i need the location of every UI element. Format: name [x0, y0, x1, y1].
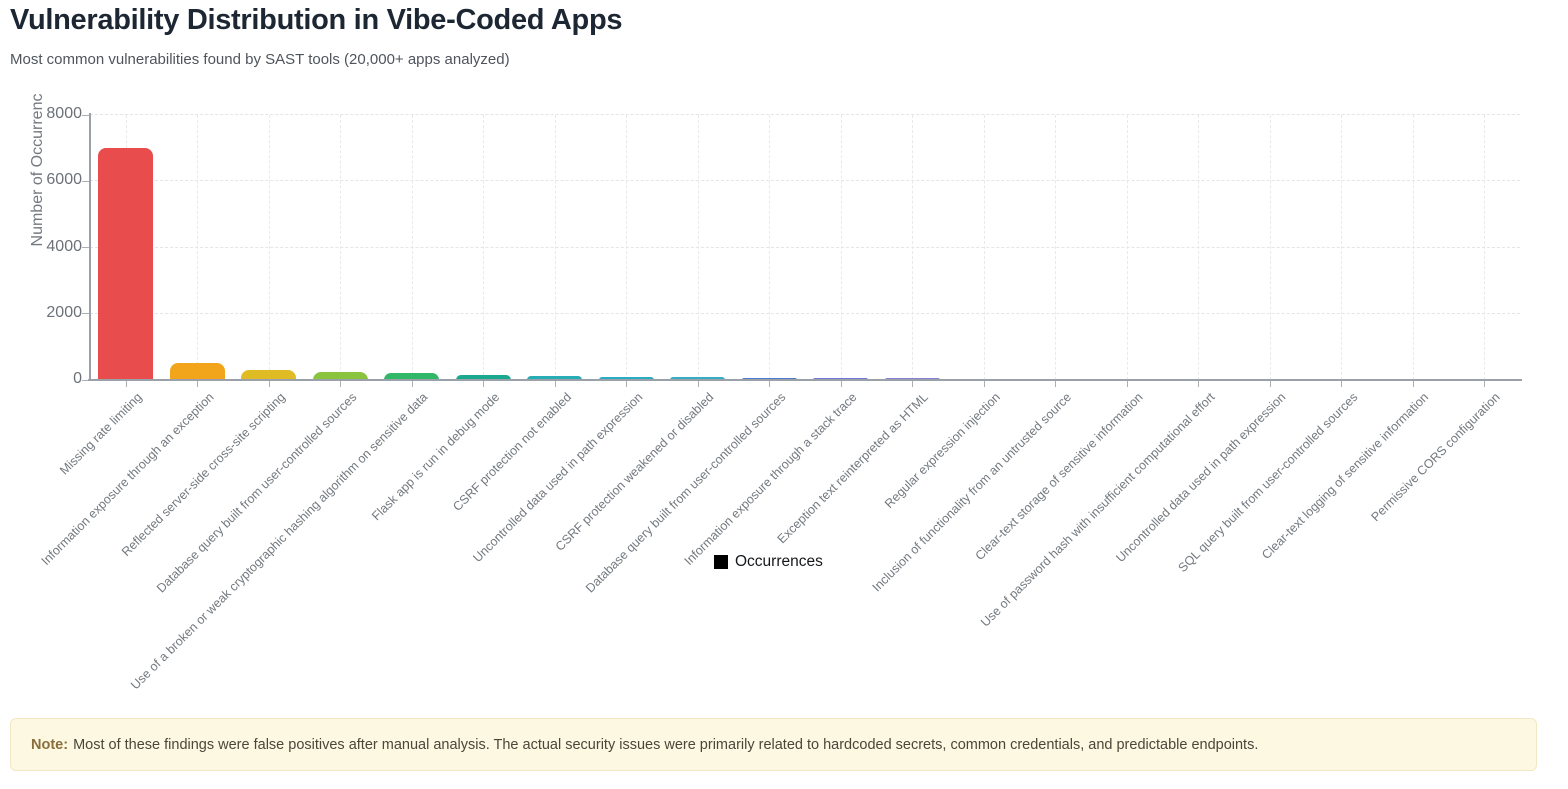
gridline-vertical [268, 115, 270, 380]
x-axis-label: Flask app is run in debug mode [368, 390, 503, 524]
gridline-vertical [1198, 115, 1200, 380]
gridline-horizontal [90, 114, 1520, 115]
gridline-horizontal [90, 246, 1520, 248]
gridline-vertical [197, 115, 199, 380]
gridline-horizontal [90, 312, 1520, 314]
gridline-horizontal [90, 180, 1520, 182]
x-axis-tick [1198, 381, 1200, 387]
x-axis-label: CSRF protection weakened or disabled [552, 390, 717, 554]
x-axis-label: CSRF protection not enabled [449, 390, 574, 514]
x-axis-tick [554, 381, 556, 387]
bar[interactable] [741, 377, 797, 380]
y-axis-line [89, 113, 91, 381]
gridline-vertical [840, 115, 842, 380]
x-axis-label: Use of password hash with insufficient c… [977, 390, 1218, 630]
bar[interactable] [527, 375, 583, 380]
y-axis-tick [82, 247, 89, 248]
y-axis-tick [82, 180, 89, 182]
bar[interactable] [241, 369, 297, 380]
gridline-vertical [340, 115, 342, 380]
x-axis-tick [411, 381, 413, 387]
x-axis-tick [125, 381, 127, 387]
gridline-vertical [1341, 115, 1343, 380]
x-axis-label: Exception text reinterpreted as HTML [774, 390, 932, 547]
y-axis-tick-label: 0 [73, 370, 82, 387]
gridline-vertical [626, 115, 628, 380]
legend-swatch-icon [714, 555, 728, 569]
x-axis-label: Reflected server-side cross-site scripti… [118, 390, 288, 560]
x-axis-label: Permissive CORS configuration [1368, 390, 1504, 525]
bar[interactable] [455, 374, 511, 380]
y-axis-tick [82, 313, 89, 315]
x-axis-tick [912, 381, 914, 387]
y-axis-tick [82, 379, 89, 381]
bar[interactable] [598, 376, 654, 380]
y-axis-tick-label: 6000 [46, 171, 82, 189]
gridline-vertical [912, 115, 914, 380]
x-axis-tick [483, 381, 485, 387]
x-axis-tick [1412, 381, 1414, 387]
y-axis-tick [82, 114, 89, 116]
gridline-vertical [483, 115, 485, 380]
x-axis-tick [769, 381, 771, 387]
gridline-vertical [1484, 115, 1486, 380]
x-axis-tick [626, 381, 628, 387]
x-axis-label: Regular expression injection [881, 390, 1003, 511]
gridline-vertical [554, 115, 556, 380]
gridline-vertical [1126, 115, 1128, 380]
x-axis-tick [1269, 381, 1271, 387]
y-axis-tick-label: 4000 [46, 237, 82, 255]
x-axis-tick [983, 381, 985, 387]
gridline-vertical [697, 115, 699, 380]
x-axis-tick [340, 381, 342, 387]
bar[interactable] [169, 362, 225, 380]
legend-label: Occurrences [735, 553, 823, 570]
note-box: Note: Most of these findings were false … [10, 718, 1537, 771]
legend[interactable]: Occurrences [714, 553, 823, 571]
page-title: Vulnerability Distribution in Vibe-Coded… [10, 4, 623, 36]
gridline-vertical [1055, 115, 1057, 380]
bar[interactable] [312, 372, 368, 380]
x-axis-tick [268, 381, 270, 387]
note-label: Note: [31, 736, 69, 753]
note-text: Most of these findings were false positi… [73, 736, 1259, 753]
y-axis-tick-label: 2000 [46, 303, 82, 321]
x-axis-tick [197, 381, 199, 387]
page-subtitle: Most common vulnerabilities found by SAS… [10, 51, 510, 68]
bar[interactable] [670, 377, 726, 380]
x-axis-tick [1484, 381, 1486, 387]
gridline-vertical [411, 115, 413, 380]
bar[interactable] [384, 373, 440, 380]
x-axis-tick [840, 381, 842, 387]
x-axis-tick [1341, 381, 1343, 387]
x-axis-tick [1055, 381, 1057, 387]
x-axis-line [88, 379, 1522, 381]
bar[interactable] [98, 148, 154, 380]
gridline-vertical [1269, 115, 1271, 380]
y-axis-tick-label: 8000 [46, 105, 82, 122]
x-axis-tick [1126, 381, 1128, 387]
gridline-vertical [983, 115, 985, 380]
y-axis-title: Number of Occurrenc [29, 93, 46, 247]
gridline-vertical [1412, 115, 1414, 380]
gridline-vertical [769, 115, 771, 380]
x-axis-tick [697, 381, 699, 387]
